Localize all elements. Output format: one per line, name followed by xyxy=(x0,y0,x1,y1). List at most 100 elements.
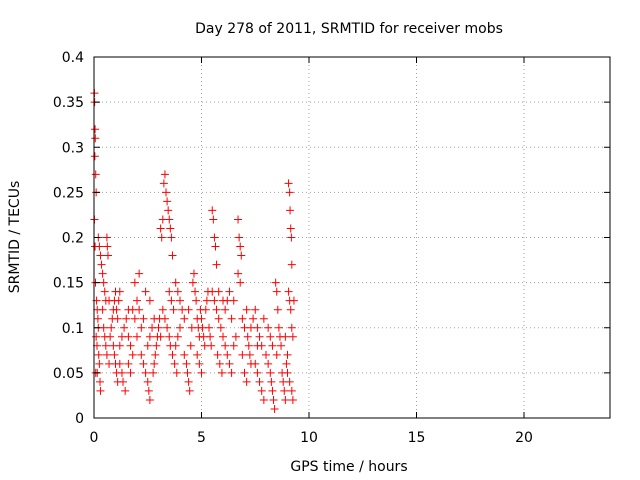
data-point xyxy=(184,377,193,386)
data-point xyxy=(171,278,180,287)
data-point xyxy=(188,278,197,287)
data-point xyxy=(183,368,192,377)
data-point xyxy=(184,305,193,314)
data-point xyxy=(145,395,154,404)
data-point xyxy=(163,197,172,206)
data-point xyxy=(110,350,119,359)
data-point xyxy=(238,314,247,323)
data-point xyxy=(271,278,280,287)
data-point xyxy=(207,341,216,350)
data-point xyxy=(236,278,245,287)
data-point xyxy=(152,341,161,350)
data-point xyxy=(137,323,146,332)
data-point xyxy=(216,323,225,332)
data-point xyxy=(167,296,176,305)
data-point xyxy=(227,368,236,377)
data-point xyxy=(182,359,191,368)
data-point xyxy=(249,314,258,323)
data-point xyxy=(119,377,128,386)
data-point xyxy=(105,296,114,305)
data-point xyxy=(124,359,133,368)
data-point xyxy=(120,323,129,332)
data-point xyxy=(102,233,111,242)
data-point xyxy=(159,179,168,188)
data-point xyxy=(284,179,293,188)
y-tick-label: 0.2 xyxy=(62,231,84,247)
data-point xyxy=(234,215,243,224)
data-point xyxy=(287,386,296,395)
data-point xyxy=(234,269,243,278)
data-point xyxy=(266,368,275,377)
data-point xyxy=(197,314,206,323)
data-point xyxy=(266,332,275,341)
data-point xyxy=(282,359,291,368)
data-point xyxy=(95,242,104,251)
data-point xyxy=(264,359,273,368)
data-point xyxy=(193,350,202,359)
data-point xyxy=(283,368,292,377)
data-point xyxy=(151,350,160,359)
data-point xyxy=(251,305,260,314)
data-point xyxy=(99,323,108,332)
data-point xyxy=(115,359,124,368)
data-point xyxy=(270,404,279,413)
data-point xyxy=(121,386,130,395)
data-point xyxy=(212,305,221,314)
data-point xyxy=(135,269,144,278)
data-point xyxy=(257,386,266,395)
data-point xyxy=(189,269,198,278)
data-point xyxy=(143,341,152,350)
data-point xyxy=(236,242,245,251)
data-point xyxy=(287,233,296,242)
x-tick-label: 15 xyxy=(408,430,426,446)
data-point xyxy=(106,332,115,341)
data-point xyxy=(286,305,295,314)
data-point xyxy=(238,350,247,359)
data-point xyxy=(95,359,104,368)
data-point xyxy=(103,242,112,251)
data-point xyxy=(165,332,174,341)
data-point xyxy=(253,341,262,350)
data-point xyxy=(197,368,206,377)
data-point xyxy=(162,188,171,197)
data-point xyxy=(94,350,103,359)
data-point xyxy=(255,377,264,386)
data-point xyxy=(221,305,230,314)
data-point xyxy=(240,368,249,377)
data-point xyxy=(272,350,281,359)
data-point xyxy=(90,152,99,161)
data-point xyxy=(286,206,295,215)
data-point xyxy=(169,305,178,314)
data-point xyxy=(202,296,211,305)
data-point xyxy=(268,386,277,395)
data-point xyxy=(99,278,108,287)
data-point xyxy=(168,251,177,260)
data-point xyxy=(170,359,179,368)
data-point xyxy=(219,296,227,305)
data-point xyxy=(141,368,150,377)
data-points xyxy=(90,89,298,413)
x-tick-label: 10 xyxy=(300,430,318,446)
data-point xyxy=(259,314,268,323)
data-point xyxy=(96,251,105,260)
data-point xyxy=(244,341,253,350)
data-point xyxy=(277,341,286,350)
data-point xyxy=(210,296,219,305)
data-point xyxy=(268,341,277,350)
data-point xyxy=(186,341,195,350)
data-point xyxy=(91,125,100,134)
data-point xyxy=(285,188,294,197)
data-point xyxy=(97,260,106,269)
data-point xyxy=(231,332,240,341)
data-point xyxy=(176,296,184,305)
data-point xyxy=(264,323,273,332)
data-point xyxy=(213,350,222,359)
data-point xyxy=(168,350,177,359)
data-point xyxy=(139,359,148,368)
data-point xyxy=(160,170,169,179)
data-point xyxy=(115,287,124,296)
data-point xyxy=(243,332,252,341)
data-point xyxy=(214,287,223,296)
data-point xyxy=(124,332,133,341)
